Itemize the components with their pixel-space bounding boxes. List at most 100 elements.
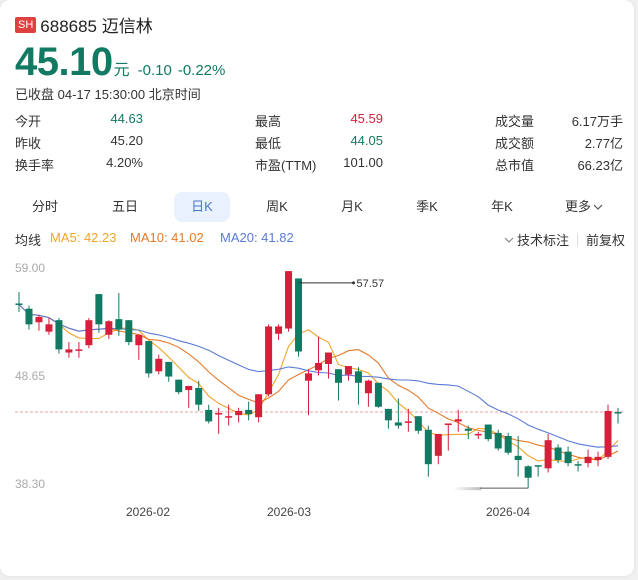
candle: [235, 407, 243, 423]
stat-value: 45.20: [110, 133, 143, 148]
stat-5: 市盈(TTM) 101.00: [255, 155, 383, 174]
x-tick-label: 2026-04: [486, 505, 530, 519]
chart-tools: 技术标注 前复权: [504, 230, 625, 249]
stat-label: 总市值: [495, 158, 535, 173]
tab-4[interactable]: 月K: [324, 192, 380, 222]
candle: [135, 334, 143, 360]
stat-value: 44.05: [350, 133, 383, 148]
candle: [534, 465, 542, 477]
kline-chart[interactable]: 59.00 48.65 38.30 57.57 2026-02 2026-03 2026-0…: [0, 255, 634, 525]
candle: [145, 341, 153, 378]
x-tick-label: 2026-03: [267, 505, 311, 519]
tab-label: 年K: [491, 199, 513, 214]
adjust-button[interactable]: 前复权: [585, 233, 625, 248]
candle: [55, 318, 63, 354]
tab-label: 月K: [341, 199, 363, 214]
price-change: -0.10: [137, 62, 172, 79]
tab-7[interactable]: 更多: [556, 192, 612, 222]
ma20-value: MA20: 41.82: [220, 230, 294, 245]
stat-label: 换手率: [15, 158, 55, 173]
candle: [444, 423, 452, 451]
stat-value: 101.00: [343, 155, 383, 170]
tab-2[interactable]: 日K: [174, 192, 230, 222]
stat-label: 成交量: [495, 114, 535, 129]
candle: [295, 278, 303, 357]
stat-2: 换手率 4.20%: [15, 155, 143, 174]
stat-value: 6.17万手: [571, 114, 623, 129]
ma-label: 均线: [15, 233, 42, 248]
candle: [85, 318, 93, 349]
candle: [474, 431, 482, 440]
current-price: 45.10: [15, 40, 113, 84]
stat-1: 昨收 45.20: [15, 133, 143, 152]
candle: [15, 292, 23, 312]
stat-value: 66.23亿: [577, 158, 623, 173]
stock-title[interactable]: 688685 迈信林: [40, 17, 153, 36]
candle: [564, 446, 572, 467]
candle: [45, 318, 53, 335]
tab-6[interactable]: 年K: [474, 192, 530, 222]
high-marker-label: 57.57: [357, 278, 385, 290]
stat-3: 最高 45.59: [255, 111, 383, 130]
price-change-pct: -0.22%: [177, 62, 226, 79]
candle: [344, 366, 352, 381]
candle: [454, 409, 462, 432]
candle: [614, 407, 622, 424]
stat-label: 最高: [255, 114, 282, 129]
candle: [195, 380, 203, 411]
candle: [265, 324, 273, 397]
tech-annotation-toggle[interactable]: 技术标注: [504, 230, 569, 249]
low-marker-shadow: [453, 487, 482, 491]
candle: [394, 398, 402, 429]
x-tick-label: 2026-02: [126, 505, 170, 519]
candle: [424, 425, 432, 477]
tab-3[interactable]: 周K: [249, 192, 305, 222]
stat-label: 最低: [255, 136, 282, 151]
y-tick-label: 38.30: [15, 477, 45, 491]
candle: [35, 314, 43, 331]
price-row: 45.10 元 -0.10 -0.22%: [15, 40, 225, 85]
candle: [514, 436, 522, 477]
tab-label: 分时: [31, 199, 58, 214]
candle: [374, 382, 382, 408]
price-unit: 元: [113, 62, 130, 79]
candle: [165, 361, 173, 382]
period-tabs: 分时 五日 日K 周K 月K 季K 年K 更多: [12, 192, 628, 222]
candle: [504, 432, 512, 455]
stat-0: 今开 44.63: [15, 111, 143, 130]
tab-0[interactable]: 分时: [17, 192, 73, 222]
candle: [125, 320, 133, 346]
stat-label: 成交额: [495, 136, 535, 151]
candle: [574, 461, 582, 472]
candle: [305, 369, 313, 416]
candle: [484, 424, 492, 442]
ma5-value: MA5: 42.23: [50, 230, 117, 245]
candle: [175, 379, 183, 395]
candle: [544, 433, 552, 473]
candle: [464, 425, 472, 440]
candle: [354, 367, 362, 405]
tab-label: 五日: [111, 199, 138, 214]
chevron-down-icon: [504, 237, 514, 243]
tab-label: 周K: [266, 199, 288, 214]
candle: [324, 352, 332, 379]
candle: [115, 293, 123, 336]
candle: [594, 451, 602, 467]
candle: [494, 429, 502, 451]
candle: [185, 385, 193, 408]
candle: [315, 336, 322, 376]
stat-value: 44.63: [110, 111, 143, 126]
candle: [75, 342, 83, 358]
candle: [65, 342, 73, 358]
candle: [334, 369, 342, 401]
candle: [25, 305, 33, 330]
stat-6: 成交量 6.17万手: [495, 111, 623, 130]
tech-annotation-label: 技术标注: [516, 233, 569, 248]
stat-value: 2.77亿: [584, 136, 623, 151]
candle: [604, 404, 612, 459]
tab-5[interactable]: 季K: [399, 192, 455, 222]
candle: [215, 407, 223, 434]
tab-1[interactable]: 五日: [97, 192, 153, 222]
stat-value: 45.59: [350, 111, 383, 126]
